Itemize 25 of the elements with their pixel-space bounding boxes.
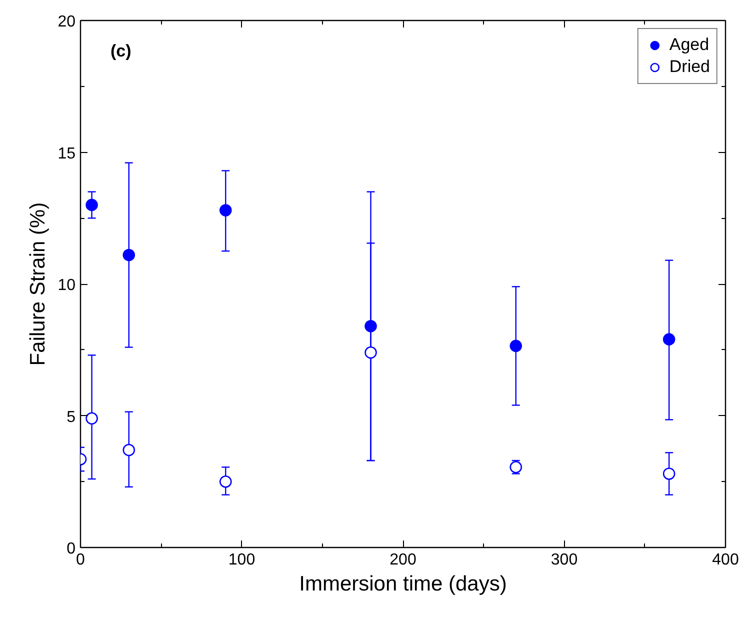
y-tick-label: 10 — [58, 277, 76, 294]
annotation: (c) — [110, 42, 132, 60]
point — [510, 340, 522, 352]
x-tick-label: 100 — [228, 552, 256, 568]
point — [86, 412, 98, 425]
point — [86, 198, 98, 212]
x-tick-label: 200 — [390, 552, 416, 568]
x-tick-label: 300 — [550, 552, 578, 568]
y-axis-title: Failure Strain (%) — [26, 202, 50, 366]
legend-label: Aged — [669, 35, 710, 55]
point — [122, 444, 136, 456]
x-axis-title: Immersion time (days) — [299, 572, 507, 596]
point — [662, 468, 676, 480]
point — [122, 248, 136, 262]
y-tick-label: 0 — [66, 540, 76, 558]
point — [662, 333, 676, 346]
y-tick-label: 5 — [66, 408, 76, 426]
y-tick-label: 20 — [58, 14, 76, 30]
x-tick-label: 400 — [712, 552, 739, 568]
point — [364, 320, 377, 332]
point — [364, 346, 377, 359]
point — [219, 204, 232, 216]
legend-label: Dried — [669, 57, 710, 77]
y-tick-label: 15 — [58, 145, 76, 162]
point — [219, 475, 232, 488]
